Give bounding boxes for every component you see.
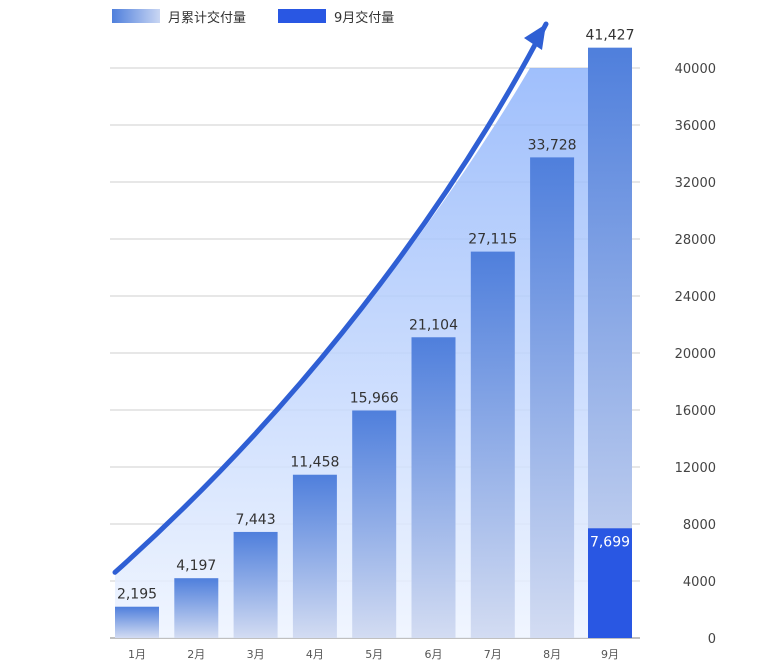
x-category-label: 6月 — [425, 648, 443, 661]
data-label: 7,443 — [236, 512, 276, 528]
x-category-label: 4月 — [306, 648, 324, 661]
trend-arrow-line — [112, 21, 549, 575]
bar-cumulative[interactable] — [115, 606, 159, 638]
data-label: 2,195 — [117, 587, 157, 603]
monthly-data-label: 7,699 — [590, 534, 630, 550]
y-tick-label: 0 — [708, 632, 716, 647]
bar-cumulative[interactable] — [470, 251, 515, 638]
x-axis-categories: 1月 2月 3月 4月 5月 6月 7月 8月 9月 — [128, 648, 619, 661]
y-tick-label: 4000 — [683, 575, 716, 590]
legend: 月累计交付量 9月交付量 — [112, 6, 426, 26]
y-axis-ticks: 0 4000 8000 12000 16000 20000 24000 28000 32000 3… — [675, 62, 716, 647]
watermark: 汽车之家 — [724, 651, 768, 665]
legend-item-cumulative[interactable]: 月累计交付量 — [112, 7, 246, 26]
data-label: 27,115 — [468, 232, 517, 248]
legend-label-cumulative: 月累计交付量 — [168, 10, 247, 26]
y-tick-label: 40000 — [675, 62, 716, 77]
data-label: 15,966 — [350, 390, 399, 406]
bar-cumulative[interactable] — [352, 410, 397, 638]
bar-cumulative[interactable] — [174, 578, 219, 638]
y-tick-label: 36000 — [675, 119, 716, 134]
bar-monthly[interactable] — [588, 528, 632, 638]
data-label: 4,197 — [176, 558, 216, 574]
y-tick-label: 28000 — [675, 233, 716, 248]
data-label: 21,104 — [409, 317, 458, 333]
trend-arrowhead — [524, 24, 546, 50]
x-category-label: 5月 — [365, 648, 383, 661]
data-label: 11,458 — [290, 455, 339, 471]
data-label: 33,728 — [528, 137, 577, 153]
y-tick-label: 20000 — [675, 347, 716, 362]
bars — [115, 47, 632, 639]
legend-item-monthly[interactable]: 9月交付量 — [278, 7, 394, 26]
y-tick-label: 8000 — [683, 518, 716, 533]
y-tick-label: 32000 — [675, 176, 716, 191]
bar-cumulative[interactable] — [233, 531, 278, 638]
legend-label-monthly: 9月交付量 — [334, 10, 395, 26]
x-category-label: 9月 — [601, 648, 619, 661]
y-tick-label: 16000 — [675, 404, 716, 419]
bar-cumulative[interactable] — [530, 157, 575, 638]
legend-swatch-monthly — [278, 9, 327, 23]
x-category-label: 8月 — [543, 648, 561, 661]
data-labels: 2,195 4,197 7,443 11,458 15,966 21,104 27,115 3… — [117, 28, 635, 603]
x-category-label: 7月 — [484, 648, 502, 661]
y-tick-label: 12000 — [675, 461, 716, 476]
bar-cumulative[interactable] — [411, 337, 456, 638]
x-category-label: 1月 — [128, 648, 146, 661]
data-label: 41,427 — [586, 28, 635, 44]
bar-cumulative[interactable] — [292, 474, 337, 638]
legend-swatch-cumulative — [112, 9, 160, 23]
x-category-label: 2月 — [187, 648, 205, 661]
x-category-label: 3月 — [247, 648, 265, 661]
y-tick-label: 24000 — [675, 290, 716, 305]
